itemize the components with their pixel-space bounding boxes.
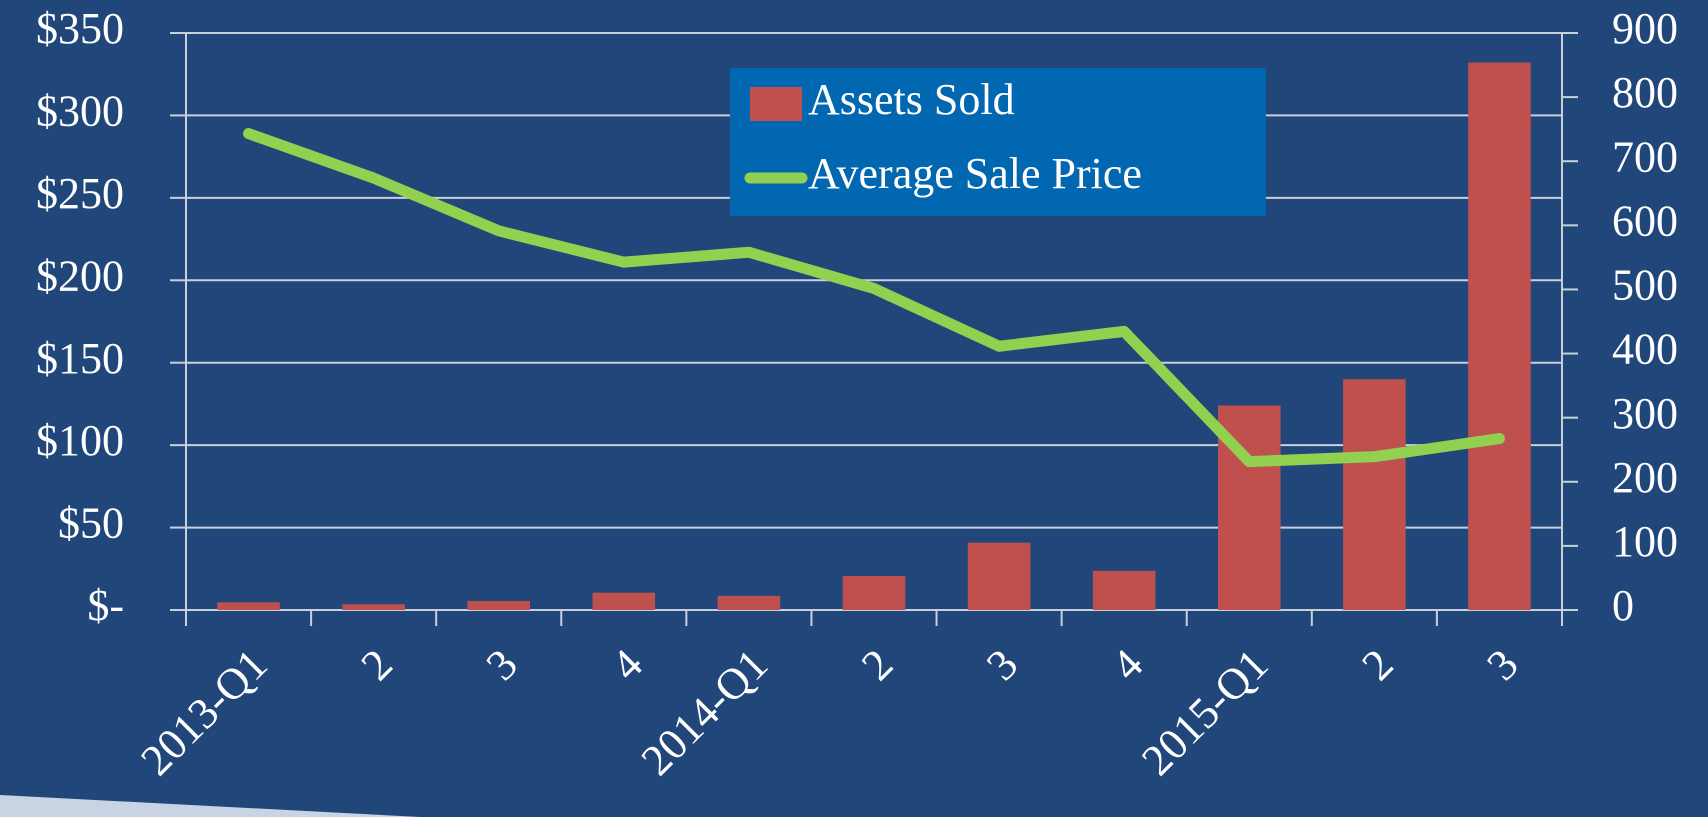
y2-tick-label: 200 xyxy=(1612,453,1678,502)
bar xyxy=(1092,570,1156,610)
bar xyxy=(592,592,656,610)
bar xyxy=(342,604,405,610)
bar xyxy=(967,542,1031,610)
y2-tick-label: 900 xyxy=(1612,4,1678,53)
bar xyxy=(1468,62,1531,611)
y-tick-label: $350 xyxy=(36,4,124,53)
y-tick-label: $150 xyxy=(36,334,124,383)
y2-tick-label: 800 xyxy=(1612,68,1678,117)
decoration xyxy=(0,795,420,817)
bar xyxy=(1343,379,1406,610)
bar xyxy=(842,576,906,610)
y2-tick-label: 100 xyxy=(1612,517,1678,566)
bar xyxy=(467,601,530,610)
legend-swatch xyxy=(750,87,802,121)
line xyxy=(243,128,1505,468)
y2-tick-label: 600 xyxy=(1612,196,1678,245)
y-tick-label: $250 xyxy=(36,169,124,218)
bar xyxy=(217,602,280,610)
y2-tick-label: 700 xyxy=(1612,132,1678,181)
y-tick-label: $50 xyxy=(58,499,124,548)
y-tick-label: $100 xyxy=(36,416,124,465)
y-tick-label: $200 xyxy=(36,251,124,300)
legend-label: Assets Sold xyxy=(808,75,1015,124)
y2-tick-label: 0 xyxy=(1612,581,1634,630)
y-tick-label: $- xyxy=(87,581,124,630)
y2-tick-label: 500 xyxy=(1612,261,1678,310)
bar xyxy=(717,595,781,610)
legend-box xyxy=(730,68,1266,216)
y2-tick-label: 300 xyxy=(1612,389,1678,438)
y2-tick-label: 400 xyxy=(1612,325,1678,374)
legend-label: Average Sale Price xyxy=(808,149,1142,198)
legend: Assets Sold Average Sale Price xyxy=(730,68,1266,216)
y-tick-label: $300 xyxy=(36,87,124,136)
